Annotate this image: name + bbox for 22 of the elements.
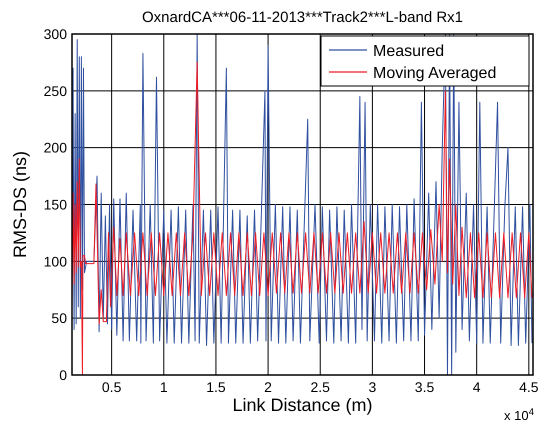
- x-tick-label: 2: [264, 379, 272, 395]
- x-tick-label: 2.5: [310, 379, 330, 395]
- x-tick-label: 3.5: [414, 379, 434, 395]
- x-tick-label: 1: [160, 379, 168, 395]
- y-tick-label: 0: [59, 367, 68, 383]
- y-tick-label: 50: [51, 310, 68, 326]
- y-tick-label: 250: [44, 82, 68, 99]
- x-tick-label: 0.5: [102, 379, 122, 395]
- x-tick-label: 4: [472, 379, 481, 395]
- x-tick-label: 3: [368, 379, 376, 395]
- y-tick-label: 100: [44, 253, 68, 270]
- x-axis-title: Link Distance (m): [232, 395, 373, 415]
- text: x 10$^{4}$: [504, 406, 535, 423]
- chart-title: OxnardCA***06-11-2013***Track2***L-band Rx1: [142, 9, 464, 26]
- x-tick-label: 4.5: [519, 379, 538, 395]
- y-tick-label: 300: [44, 26, 68, 42]
- x-tick-label: 1.5: [206, 379, 226, 395]
- y-axis-title: RMS-DS (ns): [10, 151, 30, 258]
- y-tick-label: 150: [44, 196, 68, 212]
- legend-label: Measured: [373, 43, 444, 60]
- y-tick-label: 200: [44, 140, 68, 156]
- legend-label: Moving Averaged: [373, 65, 496, 82]
